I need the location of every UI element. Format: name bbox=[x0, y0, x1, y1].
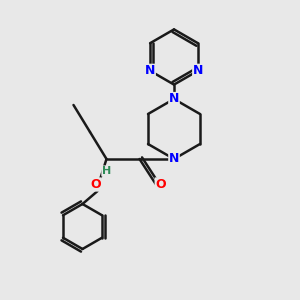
Text: O: O bbox=[155, 178, 166, 191]
Text: N: N bbox=[145, 64, 155, 77]
Text: N: N bbox=[193, 64, 203, 77]
Text: N: N bbox=[169, 92, 179, 106]
Text: O: O bbox=[91, 178, 101, 191]
Text: N: N bbox=[169, 152, 179, 166]
Text: H: H bbox=[102, 166, 111, 176]
